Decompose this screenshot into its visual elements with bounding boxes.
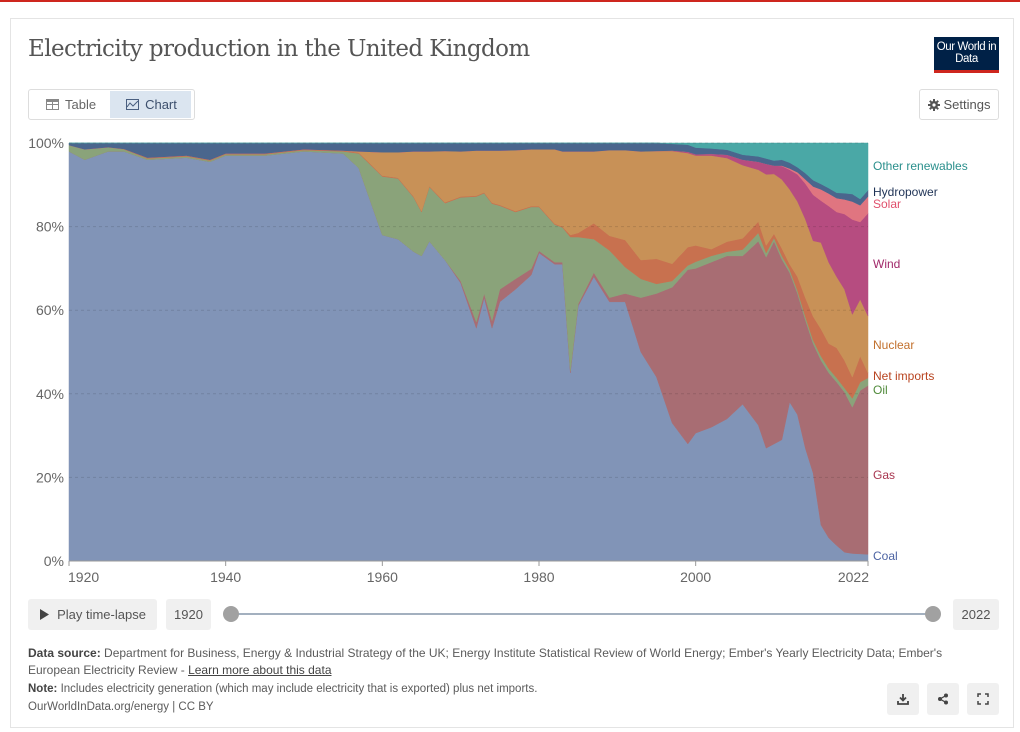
play-label: Play time-lapse [57, 607, 146, 622]
note: Note: Includes electricity generation (w… [28, 681, 537, 698]
owid-logo[interactable]: Our World in Data [934, 37, 999, 73]
tab-chart-label: Chart [145, 97, 177, 112]
y-tick-label: 100% [28, 135, 64, 151]
legend-label-gas[interactable]: Gas [873, 468, 895, 482]
top-accent-bar [0, 0, 1020, 2]
share-button[interactable] [927, 683, 959, 715]
timeline-track[interactable] [232, 613, 934, 615]
page-title: Electricity production in the United Kin… [28, 36, 530, 62]
settings-button[interactable]: Settings [919, 89, 999, 120]
credit[interactable]: OurWorldInData.org/energy | CC BY [28, 701, 214, 713]
legend-label-hydropower[interactable]: Hydropower [873, 185, 938, 199]
chart-card [10, 18, 1014, 728]
y-tick-label: 60% [36, 302, 64, 318]
download-button[interactable] [887, 683, 919, 715]
fullscreen-icon [977, 693, 989, 705]
legend-label-wind[interactable]: Wind [873, 257, 900, 271]
data-source: Data source: Department for Business, En… [28, 645, 968, 679]
play-icon [40, 609, 50, 620]
tab-table[interactable]: Table [30, 91, 110, 118]
source-label: Data source: [28, 646, 101, 660]
note-label: Note: [28, 683, 58, 695]
y-tick-label: 40% [36, 386, 64, 402]
table-icon [46, 99, 59, 110]
legend-label-other-renewables[interactable]: Other renewables [873, 159, 968, 173]
chart-icon [126, 99, 140, 110]
tab-table-label: Table [65, 97, 97, 112]
learn-more-link[interactable]: Learn more about this data [188, 663, 332, 677]
legend-label-oil[interactable]: Oil [873, 383, 888, 397]
play-timelapse-button[interactable]: Play time-lapse [28, 599, 157, 630]
end-year: 2022 [961, 607, 991, 622]
x-tick-label: 1940 [210, 569, 241, 585]
area-other-renewables [69, 142, 869, 200]
legend-label-coal[interactable]: Coal [873, 549, 898, 563]
legend-label-solar[interactable]: Solar [873, 197, 901, 211]
x-tick-label: 1980 [523, 569, 554, 585]
y-tick-label: 0% [44, 553, 64, 569]
end-year-box[interactable]: 2022 [953, 599, 999, 630]
logo-text: Our World in Data [936, 41, 997, 65]
settings-label: Settings [943, 97, 991, 112]
x-tick-label: 2022 [838, 569, 869, 585]
view-tabs: Table Chart [28, 89, 195, 120]
x-tick-label: 1920 [68, 569, 99, 585]
start-year: 1920 [174, 607, 203, 622]
x-tick-label: 1960 [367, 569, 398, 585]
timeline-end-handle[interactable] [925, 606, 941, 622]
download-icon [897, 694, 909, 705]
gear-icon [927, 98, 940, 111]
note-text: Includes electricity generation (which m… [60, 683, 538, 695]
x-tick-label: 2000 [680, 569, 711, 585]
share-icon [938, 693, 948, 705]
y-tick-label: 80% [36, 219, 64, 235]
timeline-start-handle[interactable] [223, 606, 239, 622]
legend-label-net-imports[interactable]: Net imports [873, 369, 934, 383]
legend-label-nuclear[interactable]: Nuclear [873, 338, 914, 352]
source-text: Department for Business, Energy & Indust… [28, 646, 943, 677]
stacked-area-chart: 0% 20% 40% 60% 80% 100% 1920 1940 1960 1980 2000 20… [28, 135, 968, 585]
tab-chart[interactable]: Chart [110, 91, 191, 118]
y-tick-label: 20% [36, 469, 64, 485]
fullscreen-button[interactable] [967, 683, 999, 715]
start-year-box[interactable]: 1920 [166, 599, 211, 630]
